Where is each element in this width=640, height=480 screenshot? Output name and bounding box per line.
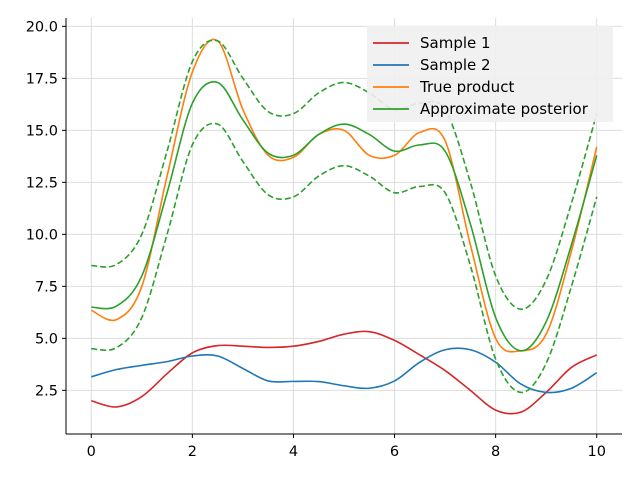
x-tick-label-5: 10 <box>588 444 606 460</box>
y-tick-label-4: 12.5 <box>26 175 58 191</box>
legend-label-3: Approximate posterior <box>420 100 589 118</box>
y-tick-label-0: 2.5 <box>35 383 58 399</box>
legend-label-0: Sample 1 <box>420 34 491 52</box>
series-line-approximate-posterior <box>91 81 598 352</box>
axes <box>62 18 622 438</box>
legend-label-1: Sample 2 <box>420 56 491 74</box>
legend: Sample 1 Sample 2 True product Approximate … <box>367 26 613 122</box>
legend-label-2: True product <box>419 78 514 96</box>
y-tick-label-6: 17.5 <box>26 71 58 87</box>
y-tick-label-5: 15.0 <box>26 123 58 139</box>
x-tick-label-3: 6 <box>390 444 399 460</box>
series-group <box>90 38 598 415</box>
y-tick-label-7: 20.0 <box>26 19 58 35</box>
tick-labels: 0 2 4 6 8 10 2.5 5.0 7.5 10.0 12.5 15.0 17.5 20.0 <box>26 19 606 460</box>
series-line-sample-2 <box>91 347 598 394</box>
series-line-band-5 <box>91 122 598 394</box>
legend-box <box>367 26 613 122</box>
series-line-band-4 <box>91 39 598 310</box>
y-tick-label-2: 7.5 <box>35 279 58 295</box>
x-tick-label-4: 8 <box>491 444 500 460</box>
series-line-sample-1 <box>91 330 598 415</box>
grid <box>66 18 622 434</box>
y-tick-label-3: 10.0 <box>26 227 58 243</box>
x-tick-label-2: 4 <box>289 444 298 460</box>
y-tick-label-1: 5.0 <box>35 331 58 347</box>
x-tick-label-0: 0 <box>87 444 96 460</box>
x-tick-label-1: 2 <box>188 444 197 460</box>
